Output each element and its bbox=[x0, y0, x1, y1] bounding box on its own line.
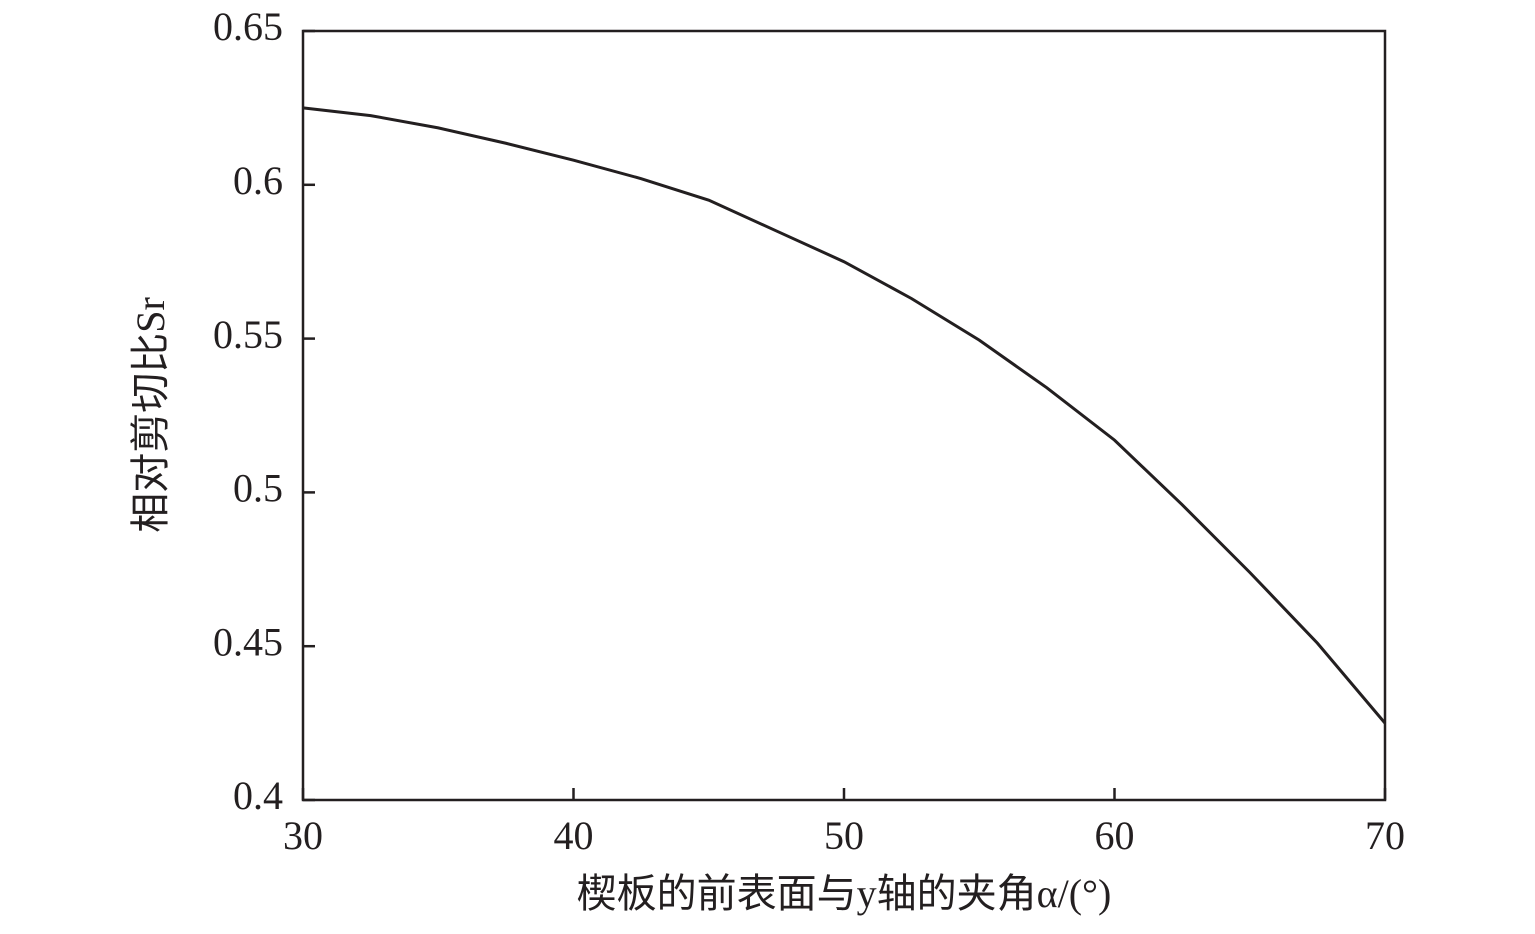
y-tick-label: 0.45 bbox=[213, 619, 283, 664]
y-axis-label: 相对剪切比Sr bbox=[128, 297, 173, 533]
y-tick-label: 0.55 bbox=[213, 312, 283, 357]
plot-frame bbox=[301, 29, 1387, 802]
x-tick-label: 40 bbox=[554, 813, 594, 858]
y-tick-label: 0.65 bbox=[213, 4, 283, 49]
x-tick-label: 30 bbox=[283, 813, 323, 858]
x-tick-label: 70 bbox=[1365, 813, 1405, 858]
x-axis-label: 楔板的前表面与y轴的夹角α/(°) bbox=[577, 871, 1112, 916]
y-tick-label: 0.5 bbox=[233, 466, 283, 511]
x-tick-label: 50 bbox=[824, 813, 864, 858]
y-tick-label: 0.4 bbox=[233, 773, 283, 818]
y-tick-label: 0.6 bbox=[233, 158, 283, 203]
line bbox=[302, 106, 1387, 725]
x-tick-label: 60 bbox=[1095, 813, 1135, 858]
